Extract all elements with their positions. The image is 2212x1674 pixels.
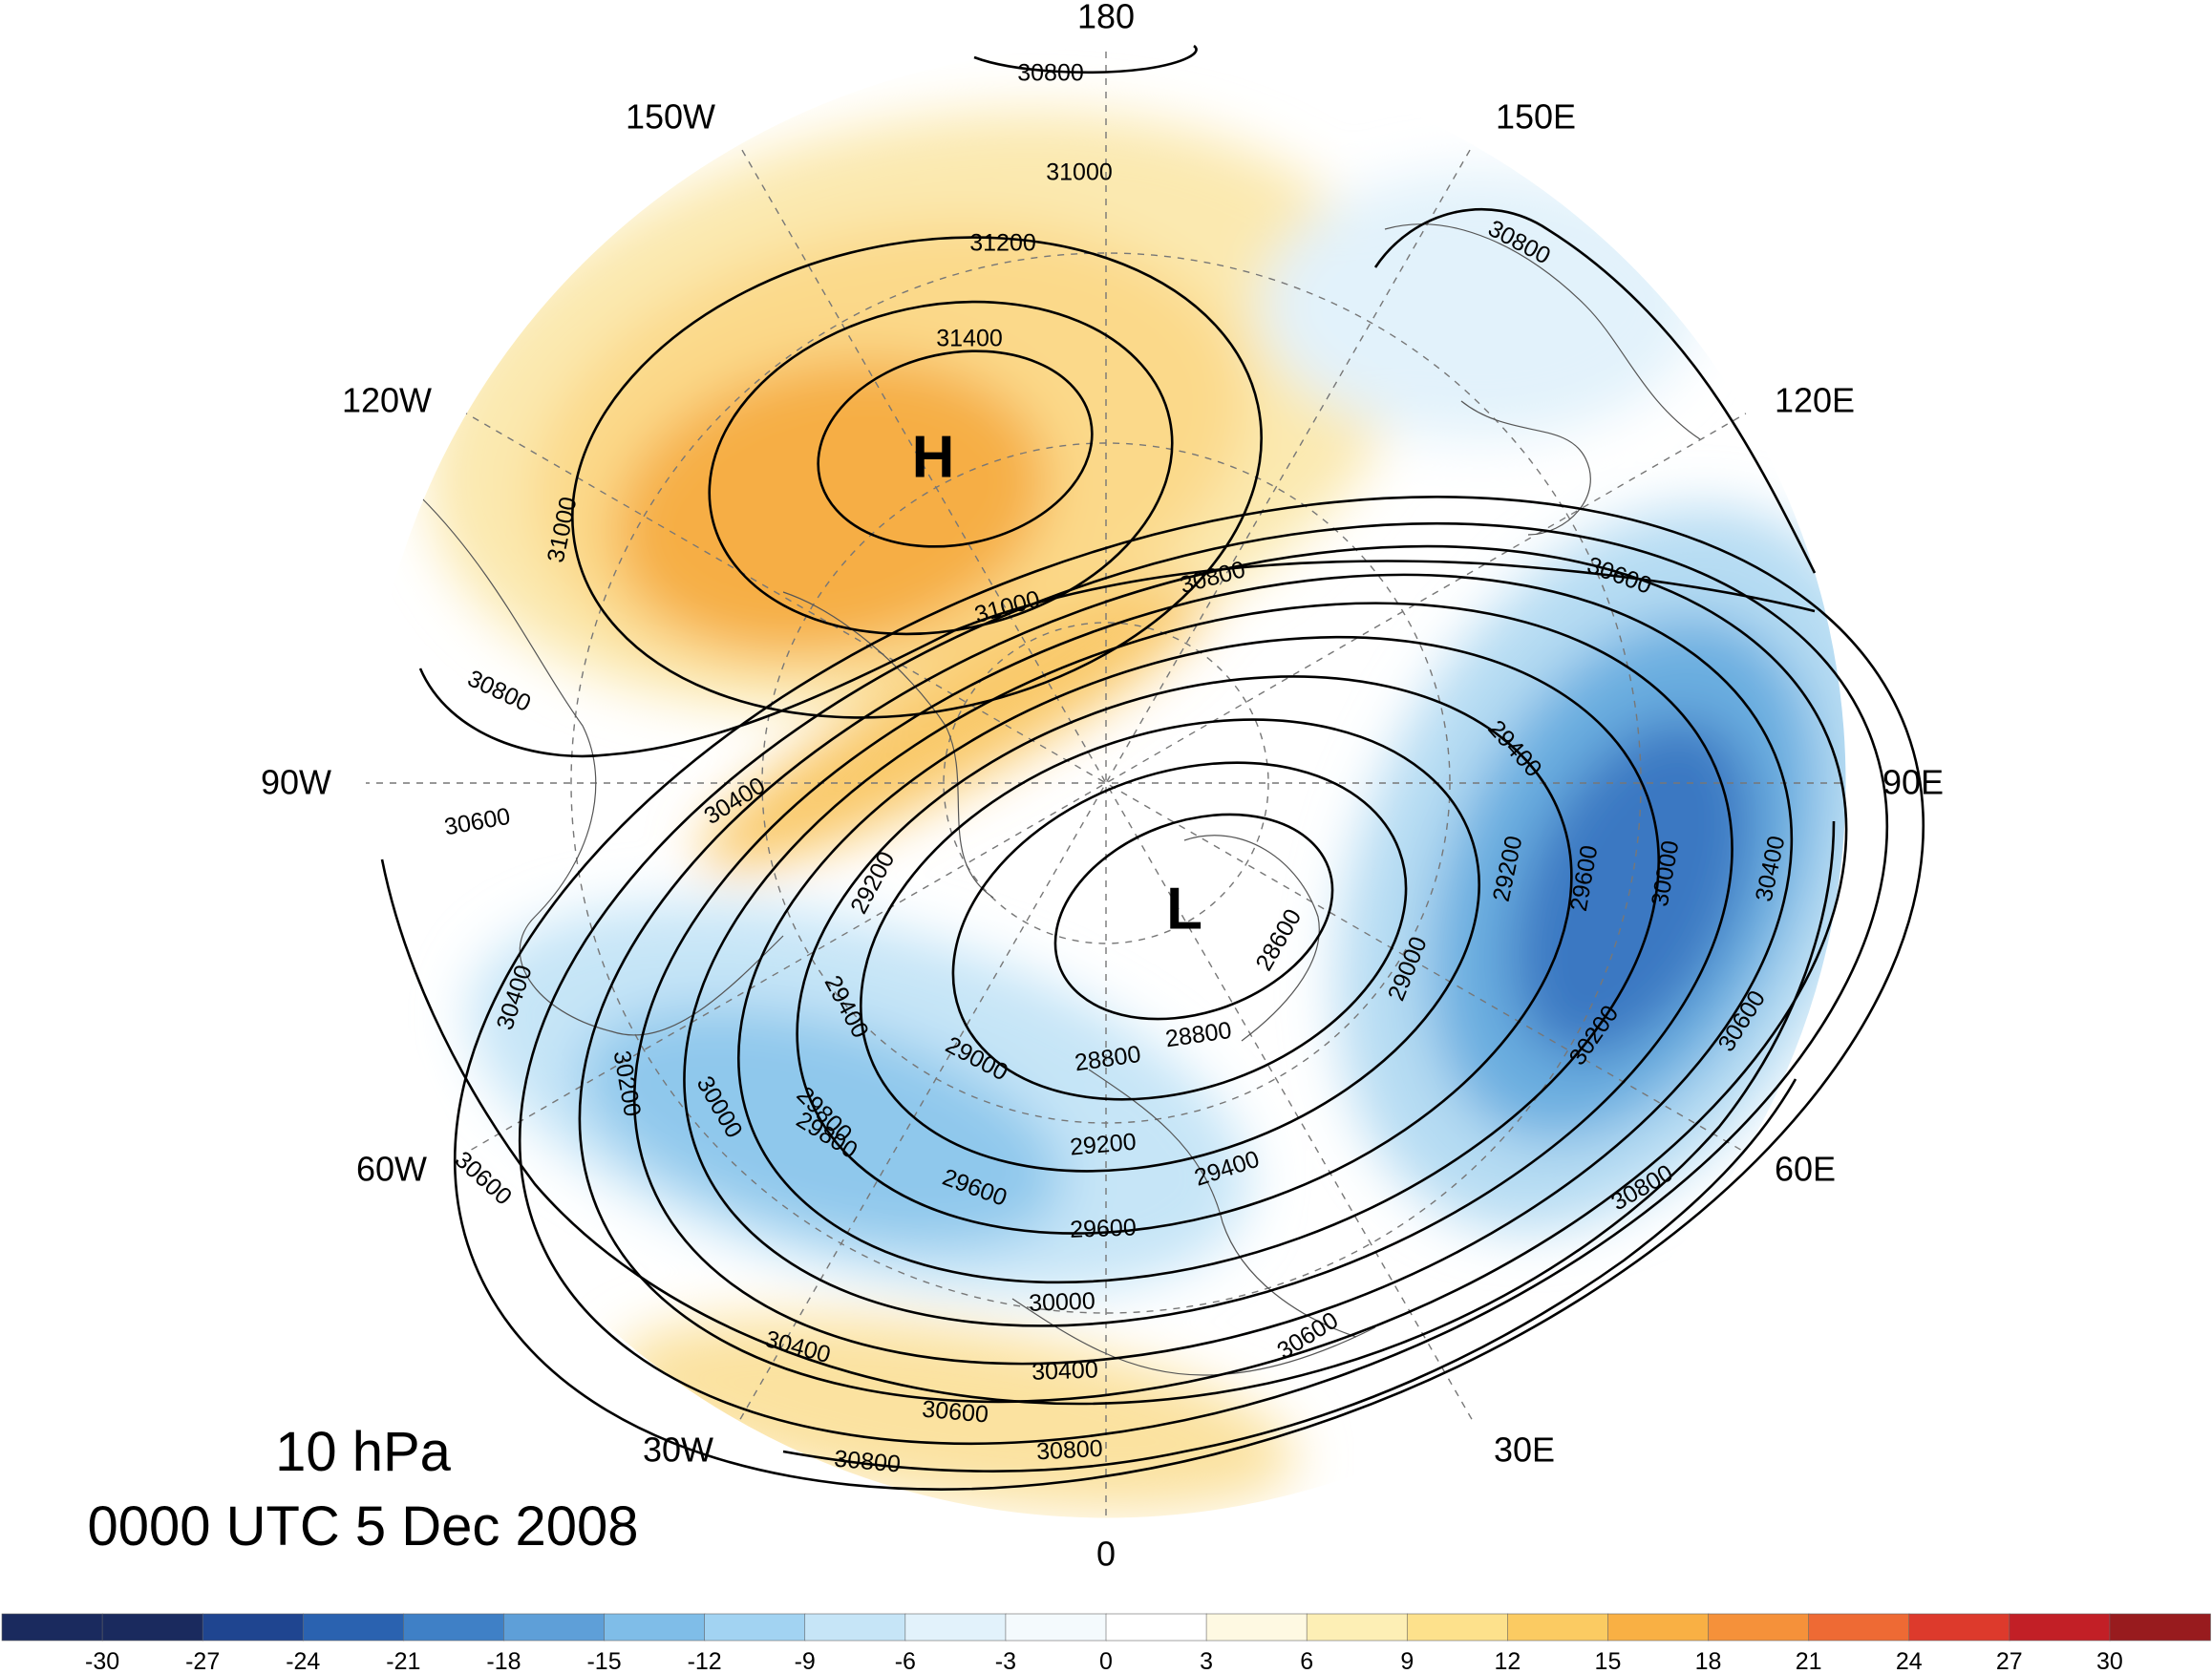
- colorbar-swatch: [302, 1613, 405, 1642]
- colorbar-swatch: [1908, 1613, 2010, 1642]
- warm-band: [700, 582, 1210, 870]
- cool-region-sw-mid: [580, 1007, 1063, 1247]
- colorbar-swatch: [1507, 1613, 1609, 1642]
- contour-31200: [708, 300, 1174, 636]
- contour-28800: [951, 761, 1408, 1101]
- lon-label: 30W: [643, 1430, 713, 1470]
- colorbar-label: -9: [795, 1648, 816, 1674]
- colorbar-label: 9: [1400, 1648, 1414, 1674]
- colorbar-swatch: [1406, 1613, 1509, 1642]
- contour-label: 31200: [969, 230, 1036, 257]
- contour-29800: [632, 573, 1794, 1366]
- colorbar-swatch: [1205, 1613, 1308, 1642]
- lon-label: 120W: [342, 381, 432, 420]
- colorbar-label: -27: [185, 1648, 220, 1674]
- colorbar-swatch: [1607, 1613, 1710, 1642]
- lon-label: 90E: [1882, 763, 1944, 802]
- colorbar-swatch: [604, 1613, 706, 1642]
- contour-label: 30400: [1032, 1356, 1098, 1385]
- colorbar-label: -3: [995, 1648, 1016, 1674]
- contour-31400: [817, 350, 1094, 548]
- height-contours: [380, 44, 1925, 1491]
- low-pressure-center: L: [1166, 876, 1202, 942]
- colorbar-label: -15: [586, 1648, 621, 1674]
- contour-label: 29600: [1070, 1214, 1137, 1242]
- colorbar-label: 21: [1796, 1648, 1822, 1674]
- colorbar-swatch: [1708, 1613, 1810, 1642]
- lon-label: 60E: [1775, 1150, 1836, 1189]
- colorbar-swatch: [1105, 1613, 1207, 1642]
- colorbar-swatch: [2009, 1613, 2111, 1642]
- longitude-labels: 180 150E 120E 90E 60E 30E 0 30W 60W 90W …: [261, 0, 1944, 1574]
- colorbar-label: -12: [688, 1648, 722, 1674]
- contour-30800-south: [782, 1078, 1797, 1473]
- lon-label: 30E: [1494, 1430, 1555, 1470]
- valid-time: 0000 UTC 5 Dec 2008: [87, 1495, 638, 1557]
- colorbar-label: 18: [1695, 1648, 1722, 1674]
- contour-30400: [453, 496, 1925, 1491]
- colorbar-label: -21: [386, 1648, 420, 1674]
- lon-label: 120E: [1775, 381, 1855, 420]
- colorbar-label: 6: [1300, 1648, 1313, 1674]
- colorbar-swatch: [1306, 1613, 1409, 1642]
- pressure-level: 10 hPa: [275, 1421, 452, 1483]
- colorbar-label: -18: [486, 1648, 521, 1674]
- colorbar-swatch: [2109, 1613, 2211, 1642]
- colorbar-label: -24: [286, 1648, 320, 1674]
- colorbar-label: 30: [2096, 1648, 2123, 1674]
- lon-label: 150W: [626, 97, 715, 137]
- contour-30000: [578, 544, 1848, 1404]
- colorbar-label: -30: [85, 1648, 119, 1674]
- colorbar-label: 24: [1896, 1648, 1923, 1674]
- contour-label: 30800: [1017, 60, 1084, 87]
- colorbar-swatch: [804, 1613, 906, 1642]
- lon-label: 90W: [261, 763, 331, 802]
- contour-28600: [1053, 813, 1334, 1021]
- colorbar-label: 0: [1099, 1648, 1113, 1674]
- contour-label: 31400: [936, 326, 1003, 352]
- lon-label: 0: [1096, 1535, 1116, 1574]
- colorbar-swatch: [704, 1613, 806, 1642]
- colorbar-label: 3: [1200, 1648, 1213, 1674]
- lon-label: 180: [1077, 0, 1135, 36]
- contour-label: 30800: [833, 1446, 902, 1478]
- lon-label: 60W: [356, 1150, 427, 1189]
- colorbar-label: -6: [895, 1648, 916, 1674]
- cool-region-ne: [1261, 172, 1700, 439]
- anomaly-shading: [366, 48, 1846, 1518]
- colorbar-label: 12: [1494, 1648, 1521, 1674]
- coastlines: [419, 223, 1701, 1376]
- cool-region-east-core: [1510, 717, 1756, 1059]
- contour-30800: [418, 560, 1816, 758]
- colorbar-swatch: [1, 1613, 103, 1642]
- colorbar-swatch: [1005, 1613, 1107, 1642]
- contour-29000: [860, 718, 1480, 1173]
- contour-29600: [683, 602, 1733, 1327]
- colorbar-swatch: [1808, 1613, 1910, 1642]
- contour-29200: [796, 675, 1573, 1235]
- colorbar-swatch: [503, 1613, 606, 1642]
- contour-29400: [737, 635, 1660, 1284]
- contour-30200: [518, 522, 1889, 1445]
- colorbar-swatch: [904, 1613, 1007, 1642]
- contour-30600: [380, 820, 1836, 1406]
- contour-label: 30600: [921, 1396, 989, 1429]
- contour-label: 29200: [1069, 1129, 1138, 1161]
- colorbar: -30 -27 -24 -21 -18 -15 -12 -9 -6 -3 0 3 6 9 12 15 18 21 2…: [1, 1613, 2211, 1674]
- contour-label: 30000: [1029, 1287, 1095, 1316]
- colorbar-swatch: [202, 1613, 305, 1642]
- contour-label: 30800: [1035, 1435, 1103, 1466]
- high-pressure-center: H: [912, 424, 955, 490]
- colorbar-swatch: [101, 1613, 203, 1642]
- lon-label: 150E: [1496, 97, 1576, 137]
- contour-label: 31000: [1046, 159, 1113, 186]
- colorbar-label: 15: [1595, 1648, 1622, 1674]
- contour-30800-ne: [1373, 207, 1817, 574]
- warm-region-core: [613, 358, 1049, 654]
- colorbar-label: 27: [1996, 1648, 2023, 1674]
- contour-30800-top: [973, 44, 1198, 74]
- contour-31000: [571, 236, 1263, 719]
- colorbar-swatch: [403, 1613, 505, 1642]
